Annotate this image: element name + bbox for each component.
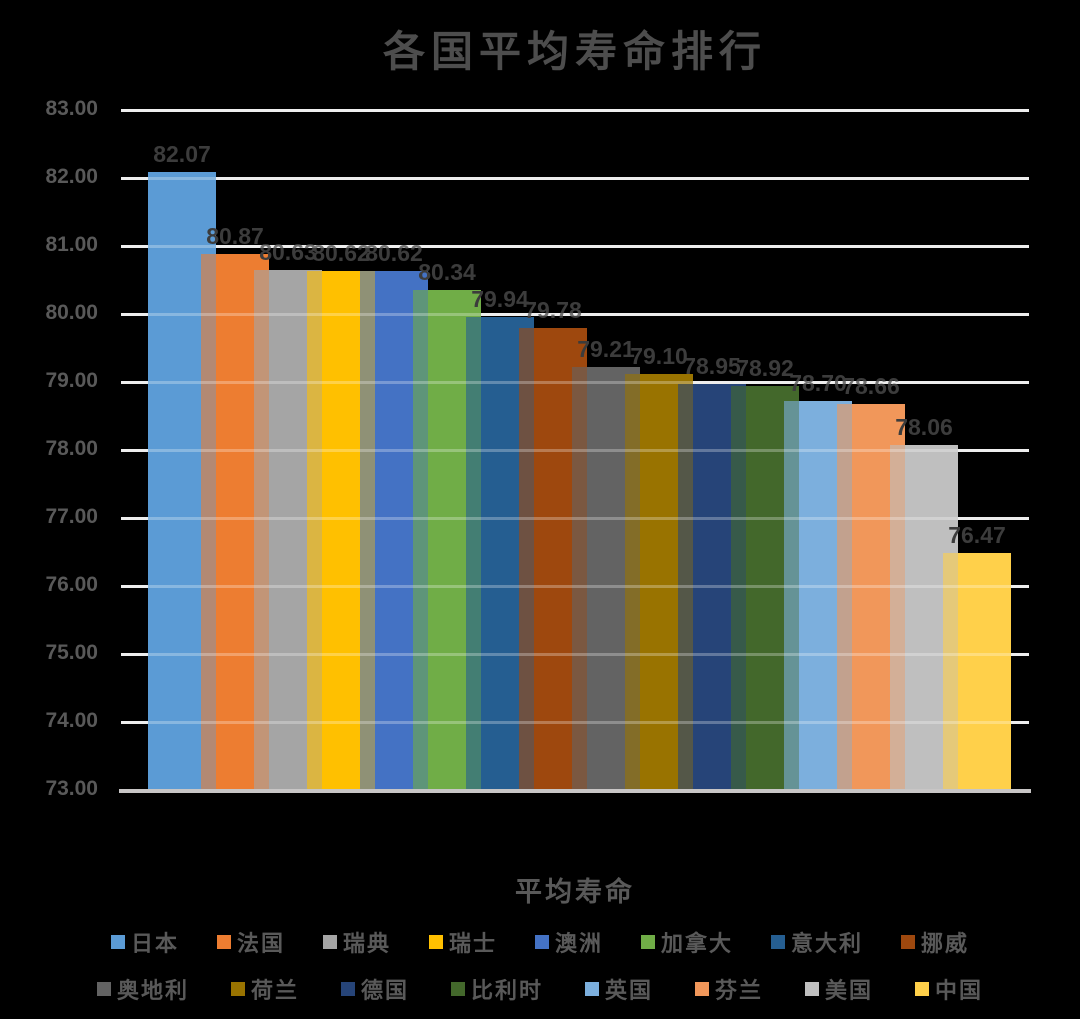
- legend-swatch: [695, 982, 710, 996]
- legend-swatch: [641, 935, 656, 949]
- chart-title: 各国平均寿命排行: [382, 30, 767, 76]
- legend-item-法国: 法国: [216, 926, 285, 958]
- y-tick-label: 76.00: [45, 573, 98, 596]
- legend-item-比利时: 比利时: [450, 973, 543, 1005]
- x-axis-title: 平均寿命: [515, 877, 635, 907]
- bar-value-label: 78.70: [789, 370, 847, 396]
- y-tick-label: 75.00: [45, 641, 98, 664]
- legend-label: 德国: [360, 978, 409, 1003]
- legend-item-芬兰: 芬兰: [695, 973, 763, 1005]
- legend-item-德国: 德国: [340, 973, 409, 1005]
- y-tick-label: 80.00: [45, 301, 98, 324]
- legend-label: 意大利: [791, 931, 864, 956]
- legend-item-瑞典: 瑞典: [322, 926, 391, 958]
- bar-value-label: 80.62: [365, 240, 423, 266]
- legend-label: 法国: [236, 931, 285, 956]
- gridline-overlay: [121, 313, 1029, 316]
- bar-value-label: 79.94: [471, 286, 529, 312]
- legend-swatch: [322, 935, 337, 949]
- legend-label: 奥地利: [116, 978, 189, 1003]
- bar-value-label: 78.06: [895, 414, 953, 440]
- gridline-overlay: [121, 177, 1029, 180]
- gridline-overlay: [121, 585, 1029, 588]
- gridline-overlay: [121, 721, 1029, 724]
- legend-item-中国: 中国: [915, 973, 983, 1005]
- y-tick-label: 82.00: [45, 165, 98, 188]
- legend-label: 日本: [130, 931, 179, 956]
- x-axis-line: [119, 789, 1031, 793]
- legend-item-挪威: 挪威: [901, 926, 969, 958]
- gridline-overlay: [121, 517, 1029, 520]
- legend-item-澳洲: 澳洲: [535, 926, 603, 958]
- legend-swatch: [915, 982, 930, 996]
- y-tick-label: 81.00: [45, 233, 98, 256]
- gridline-overlay: [121, 245, 1029, 248]
- legend-label: 中国: [935, 978, 984, 1003]
- y-tick-label: 77.00: [45, 505, 98, 528]
- legend-swatch: [805, 982, 820, 996]
- bar-value-label: 76.47: [948, 522, 1006, 548]
- legend-swatch: [771, 935, 786, 949]
- bar-value-label: 82.07: [153, 141, 211, 167]
- bar-value-label: 78.92: [736, 355, 794, 381]
- gridline: [121, 313, 1029, 316]
- legend-item-加拿大: 加拿大: [641, 926, 733, 958]
- legend-item-英国: 英国: [585, 973, 653, 1005]
- bar-value-label: 78.66: [842, 373, 900, 399]
- legend-label: 瑞士: [448, 931, 497, 956]
- bar-中国: 76.47: [943, 522, 1011, 789]
- bar-value-label: 79.21: [577, 336, 635, 362]
- legend-label: 芬兰: [715, 978, 764, 1003]
- legend-swatch: [340, 982, 355, 996]
- legend-label: 荷兰: [250, 978, 299, 1003]
- legend-label: 挪威: [921, 931, 970, 956]
- gridline: [121, 177, 1029, 180]
- bar-value-label: 79.78: [524, 297, 582, 323]
- legend-label: 加拿大: [661, 931, 734, 956]
- legend-item-荷兰: 荷兰: [230, 973, 299, 1005]
- legend-label: 美国: [825, 978, 874, 1003]
- bar-value-label: 80.62: [312, 240, 370, 266]
- y-tick-label: 79.00: [45, 369, 98, 392]
- y-tick-label: 74.00: [45, 709, 98, 732]
- legend: 日本 法国 瑞典 瑞士 澳洲 加拿大 意大利 挪威奥地利 荷兰 德国 比利时 英国 芬兰 美国 中国: [0, 926, 1080, 1005]
- legend-swatch: [230, 982, 245, 996]
- plot-area: 82.07 80.87 80.63 80.62 80.62 80.34 79.94 79.78…: [119, 109, 1031, 793]
- gridline: [121, 245, 1029, 248]
- legend-swatch: [585, 982, 599, 996]
- y-tick-label: 73.00: [45, 777, 98, 800]
- legend-swatch: [216, 935, 231, 949]
- legend-swatch: [901, 935, 916, 949]
- legend-label: 英国: [605, 978, 654, 1003]
- legend-swatch: [450, 982, 465, 996]
- legend-swatch: [535, 935, 549, 949]
- gridline-overlay: [121, 381, 1029, 384]
- y-tick-label: 83.00: [45, 97, 98, 120]
- bar-value-label: 78.95: [683, 353, 741, 379]
- bar-value-label: 80.63: [259, 239, 317, 265]
- bar-value-label: 80.34: [418, 259, 476, 285]
- legend-item-意大利: 意大利: [771, 926, 863, 958]
- legend-swatch: [110, 935, 125, 949]
- legend-label: 澳洲: [555, 931, 604, 956]
- legend-swatch: [96, 982, 111, 996]
- legend-item-美国: 美国: [805, 973, 873, 1005]
- y-tick-label: 78.00: [45, 437, 98, 460]
- legend-item-奥地利: 奥地利: [96, 973, 189, 1005]
- legend-item-瑞士: 瑞士: [428, 926, 497, 958]
- bar-value-label: 79.10: [630, 343, 688, 369]
- gridline-overlay: [121, 449, 1029, 452]
- gridline-overlay: [121, 109, 1029, 112]
- legend-item-日本: 日本: [110, 926, 179, 958]
- gridline-overlay: [121, 653, 1029, 656]
- legend-row: 日本 法国 瑞典 瑞士 澳洲 加拿大 意大利 挪威: [110, 926, 969, 958]
- gridline: [121, 109, 1029, 112]
- legend-label: 比利时: [470, 978, 543, 1003]
- legend-row: 奥地利 荷兰 德国 比利时 英国 芬兰 美国 中国: [96, 973, 983, 1005]
- bar-value-label: 80.87: [206, 223, 264, 249]
- legend-swatch: [428, 935, 443, 949]
- legend-label: 瑞典: [342, 931, 391, 956]
